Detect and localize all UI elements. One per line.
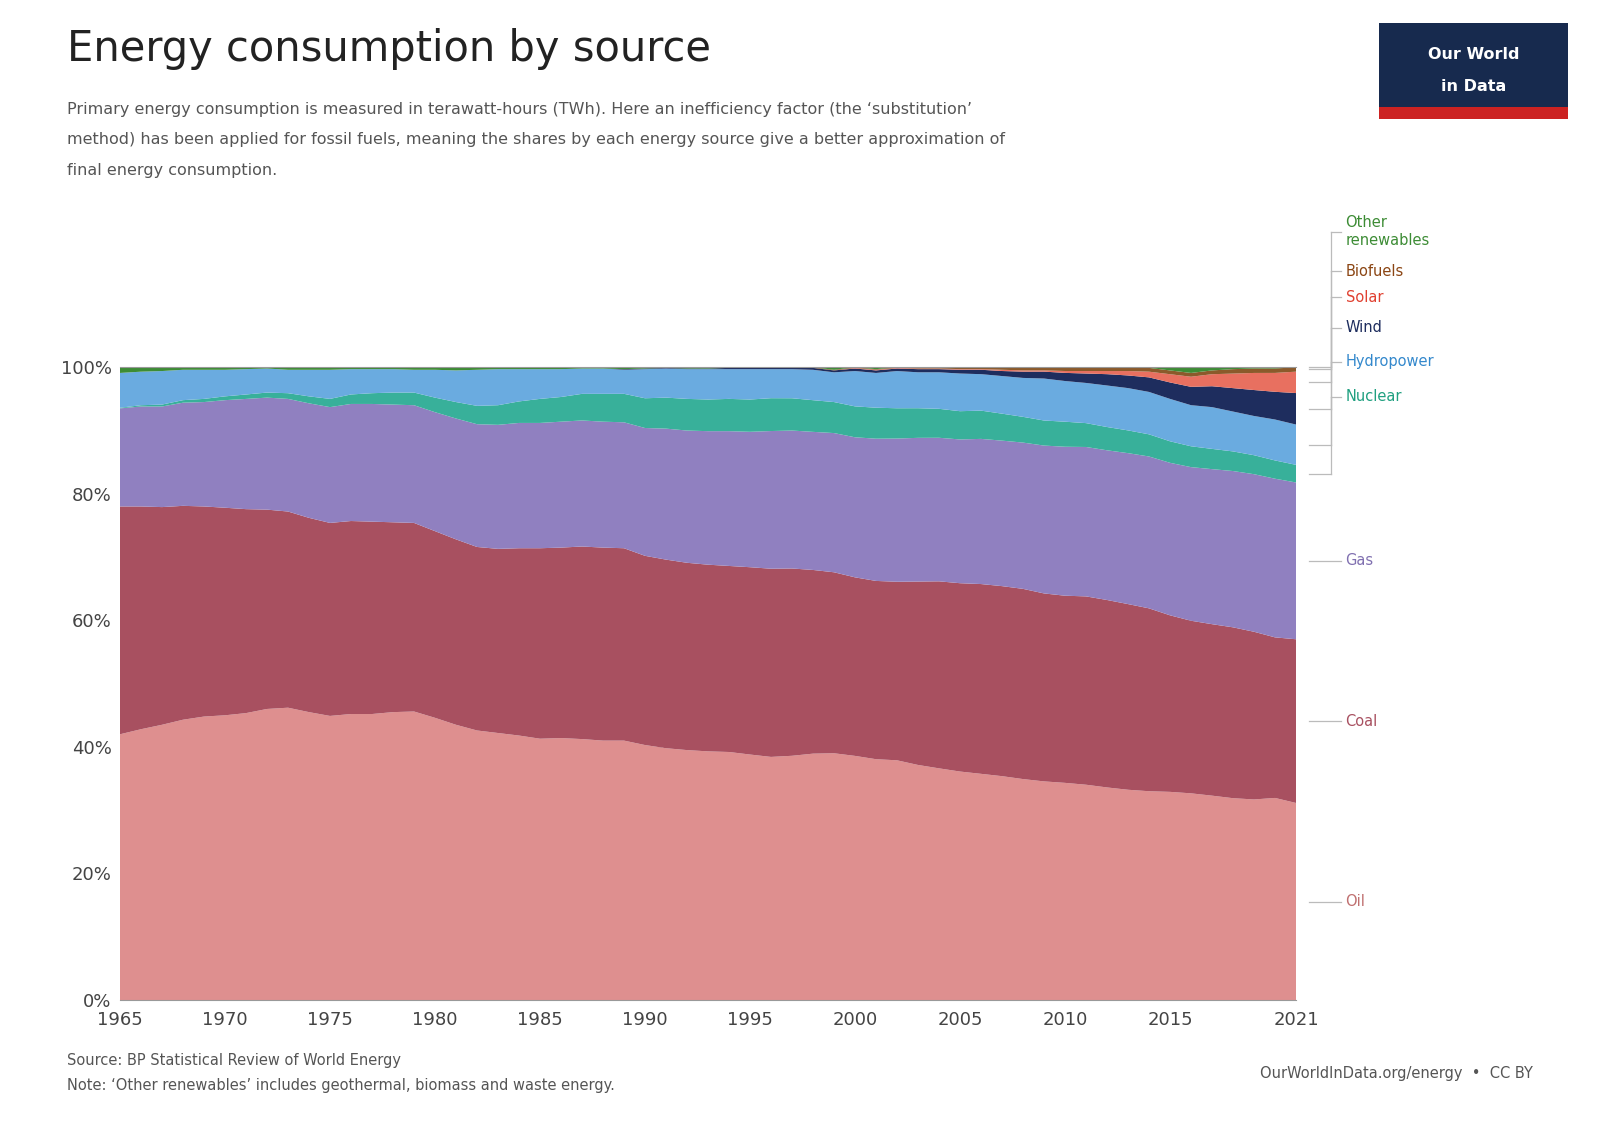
Text: Source: BP Statistical Review of World Energy: Source: BP Statistical Review of World E… [67,1053,402,1068]
Text: method) has been applied for fossil fuels, meaning the shares by each energy sou: method) has been applied for fossil fuel… [67,132,1005,147]
Text: Coal: Coal [1346,714,1378,729]
Text: Solar: Solar [1346,289,1382,305]
Text: Wind: Wind [1346,320,1382,336]
Text: Other
renewables: Other renewables [1346,216,1430,247]
Text: final energy consumption.: final energy consumption. [67,163,277,177]
Text: OurWorldInData.org/energy  •  CC BY: OurWorldInData.org/energy • CC BY [1259,1066,1533,1080]
Text: Our World: Our World [1427,47,1520,62]
Text: Biofuels: Biofuels [1346,263,1403,279]
Text: Hydropower: Hydropower [1346,354,1434,370]
Text: Primary energy consumption is measured in terawatt-hours (TWh). Here an ineffici: Primary energy consumption is measured i… [67,102,973,116]
Text: in Data: in Data [1442,79,1506,94]
Text: Note: ‘Other renewables’ includes geothermal, biomass and waste energy.: Note: ‘Other renewables’ includes geothe… [67,1078,614,1093]
Text: Gas: Gas [1346,554,1374,568]
Text: Nuclear: Nuclear [1346,389,1402,405]
Text: Energy consumption by source: Energy consumption by source [67,28,712,70]
Text: Oil: Oil [1346,894,1365,909]
